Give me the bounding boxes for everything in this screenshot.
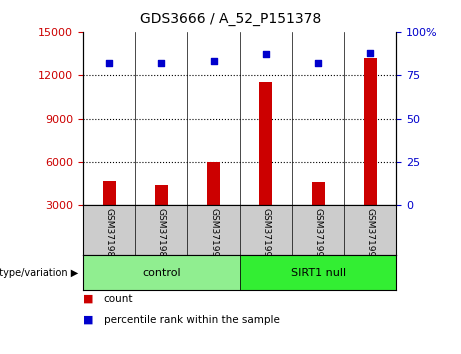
Text: GSM371988: GSM371988 bbox=[105, 208, 113, 263]
Text: ■: ■ bbox=[83, 294, 94, 304]
Point bbox=[106, 60, 113, 66]
Text: SIRT1 null: SIRT1 null bbox=[290, 268, 346, 278]
Bar bbox=[102, 181, 116, 205]
Bar bbox=[240, 255, 396, 290]
Text: GSM371991: GSM371991 bbox=[261, 208, 270, 263]
Bar bbox=[155, 185, 168, 205]
Text: control: control bbox=[142, 268, 181, 278]
Point bbox=[158, 60, 165, 66]
Bar bbox=[259, 82, 272, 205]
Point bbox=[366, 50, 374, 56]
Bar bbox=[207, 162, 220, 205]
Text: GSM371989: GSM371989 bbox=[157, 208, 166, 263]
Bar bbox=[83, 255, 240, 290]
Text: GSM371992: GSM371992 bbox=[313, 208, 323, 263]
Point bbox=[262, 52, 270, 57]
Point bbox=[314, 60, 322, 66]
Point bbox=[210, 58, 217, 64]
Text: count: count bbox=[104, 294, 133, 304]
Text: GSM371993: GSM371993 bbox=[366, 208, 375, 263]
Text: GSM371990: GSM371990 bbox=[209, 208, 218, 263]
Text: genotype/variation ▶: genotype/variation ▶ bbox=[0, 268, 78, 278]
Bar bbox=[364, 58, 377, 205]
Text: ■: ■ bbox=[83, 315, 94, 325]
Bar bbox=[312, 182, 325, 205]
Text: percentile rank within the sample: percentile rank within the sample bbox=[104, 315, 280, 325]
Text: GDS3666 / A_52_P151378: GDS3666 / A_52_P151378 bbox=[140, 12, 321, 27]
